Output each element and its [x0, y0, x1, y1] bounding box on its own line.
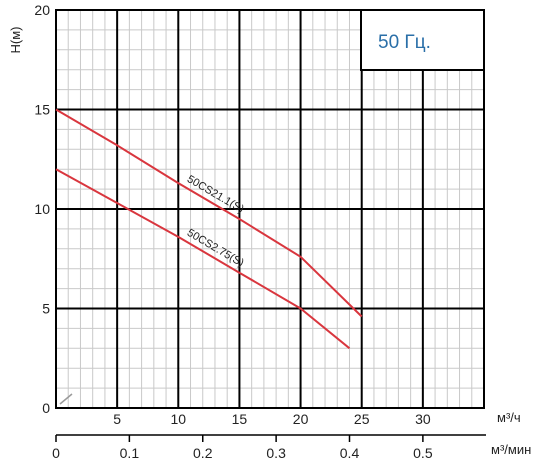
x-tick-label-primary: 5: [113, 411, 121, 427]
frequency-box: [360, 9, 485, 71]
y-tick-label: 5: [42, 301, 50, 317]
x-tick-label-secondary: 0.5: [413, 445, 433, 461]
x-tick-label-primary: 25: [354, 411, 370, 427]
x-tick-label-secondary: 0.2: [193, 445, 213, 461]
x-tick-label-primary: 20: [293, 411, 309, 427]
y-tick-label: 0: [42, 400, 50, 416]
major-grid: [56, 10, 484, 408]
x-tick-label-primary: 30: [415, 411, 431, 427]
x-axis-label-secondary: м³/мин: [491, 442, 531, 457]
series-line-2: [55, 168, 351, 350]
series-line-1: [55, 108, 363, 318]
ticks-layer: 0 5 10 15 20 5 10 15 20 25 30 0 0.1 0.2 0.3 0.4 0.5: [34, 2, 432, 461]
x-tick-label-primary: 10: [170, 411, 186, 427]
y-tick-label: 20: [34, 2, 50, 18]
x-tick-label-secondary: 0: [52, 445, 60, 461]
x-tick-label-secondary: 0.1: [120, 445, 140, 461]
x-tick-label-secondary: 0.4: [340, 445, 360, 461]
plot-frame: [55, 9, 485, 409]
y-tick-label: 15: [34, 102, 50, 118]
x-tick-label-primary: 15: [232, 411, 248, 427]
frequency-label: 50 Гц.: [378, 32, 431, 53]
x-tick-label-secondary: 0.3: [266, 445, 286, 461]
x-axis-label-primary: м³/ч: [497, 410, 521, 425]
origin-mark: [59, 393, 73, 405]
y-axis-label: H(м): [8, 27, 23, 54]
y-tick-label: 10: [34, 201, 50, 217]
